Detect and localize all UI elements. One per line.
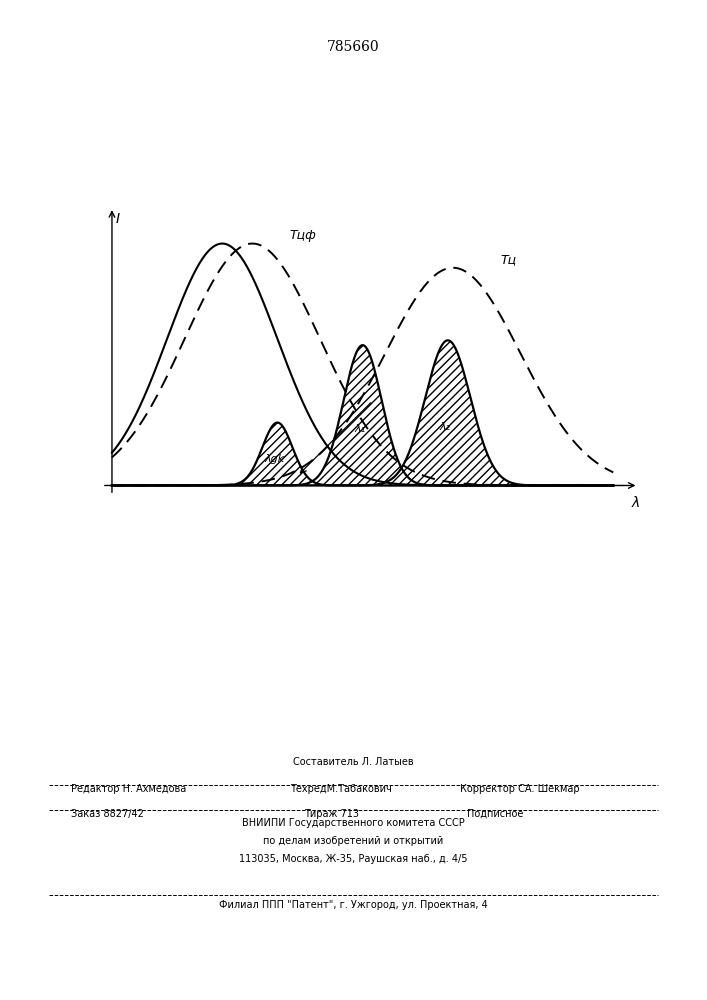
Text: 113035, Москва, Ж-35, Раушская наб., д. 4/5: 113035, Москва, Ж-35, Раушская наб., д. … (239, 854, 468, 864)
Text: Tц: Tц (501, 253, 517, 266)
Text: λ₂: λ₂ (440, 422, 451, 432)
Text: Редактор Н. Ахмедова: Редактор Н. Ахмедова (71, 784, 186, 794)
Text: Заказ 8827/42: Заказ 8827/42 (71, 809, 144, 819)
Text: Tцф: Tцф (290, 229, 317, 242)
Text: λ: λ (632, 496, 640, 510)
Text: 785660: 785660 (327, 40, 380, 54)
Text: Подписное: Подписное (467, 809, 523, 819)
Text: λgk: λgk (264, 454, 285, 464)
Text: по делам изобретений и открытий: по делам изобретений и открытий (264, 836, 443, 846)
Text: Корректор СА. Шекмар: Корректор СА. Шекмар (460, 784, 579, 794)
Text: ТехредМ.Табакович: ТехредМ.Табакович (290, 784, 392, 794)
Text: ВНИИПИ Государственного комитета СССР: ВНИИПИ Государственного комитета СССР (242, 818, 465, 828)
Text: λ₁: λ₁ (354, 424, 366, 434)
Text: Составитель Л. Латыев: Составитель Л. Латыев (293, 757, 414, 767)
Text: Тираж 713: Тираж 713 (304, 809, 359, 819)
Text: I: I (116, 212, 120, 226)
Text: Филиал ППП "Патент", г. Ужгород, ул. Проектная, 4: Филиал ППП "Патент", г. Ужгород, ул. Про… (219, 900, 488, 910)
